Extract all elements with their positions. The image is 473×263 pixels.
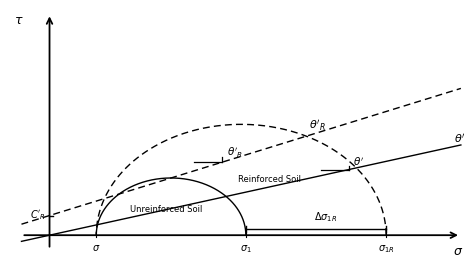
- Text: $\theta'_R$: $\theta'_R$: [309, 118, 326, 133]
- Text: $\sigma$: $\sigma$: [454, 245, 464, 258]
- Text: $\tau$: $\tau$: [14, 14, 24, 27]
- Text: $\theta'$: $\theta'$: [454, 132, 465, 145]
- Text: $\sigma$: $\sigma$: [92, 243, 100, 253]
- Text: $\sigma_1$: $\sigma_1$: [240, 243, 252, 255]
- Text: $\Delta\sigma_{1R}$: $\Delta\sigma_{1R}$: [314, 211, 337, 224]
- Text: Reinforced Soil: Reinforced Soil: [238, 175, 301, 184]
- Text: Unreinforced Soil: Unreinforced Soil: [130, 205, 202, 214]
- Text: $C'_R$: $C'_R$: [30, 209, 46, 222]
- Text: $\theta'_R$: $\theta'_R$: [227, 146, 243, 160]
- Text: $\theta'$: $\theta'$: [353, 155, 364, 168]
- Text: $\sigma_{1R}$: $\sigma_{1R}$: [378, 243, 394, 255]
